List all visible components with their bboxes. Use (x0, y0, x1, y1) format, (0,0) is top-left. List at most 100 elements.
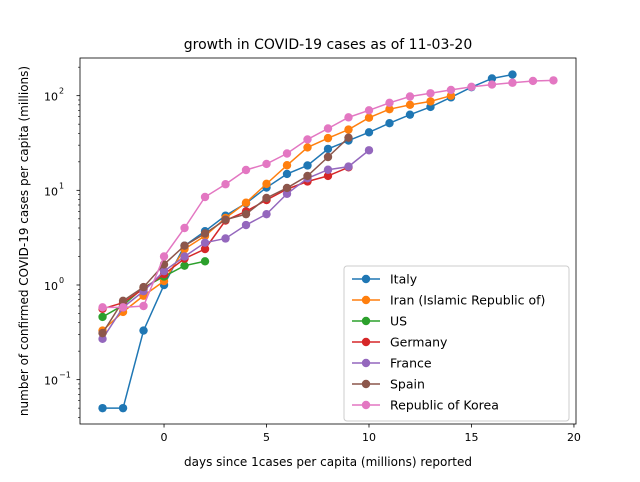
chart-title: growth in COVID-19 cases as of 11-03-20 (184, 37, 472, 53)
data-point (405, 92, 415, 101)
data-point (508, 70, 517, 79)
plot-area: 10 −110 010 110 20 5 10 15 20 (44, 57, 581, 444)
legend-label: Republic of Korea (390, 398, 499, 413)
data-point (200, 238, 210, 247)
data-point (118, 403, 128, 413)
data-point (159, 266, 169, 276)
data-point (303, 171, 312, 181)
data-point (282, 183, 292, 193)
data-point (118, 296, 128, 306)
data-point (262, 159, 271, 169)
data-point (303, 161, 312, 170)
y-tick-exponent: 1 (59, 181, 64, 190)
legend: Italy Iran (Islamic Republic of) US Germany… (343, 265, 570, 422)
data-point (241, 165, 251, 175)
data-point (262, 179, 271, 189)
data-point (180, 261, 189, 270)
legend-entry: France (352, 356, 432, 371)
data-point (221, 215, 230, 224)
x-tick-label: 5 (263, 431, 270, 444)
data-point (344, 133, 353, 142)
data-point (241, 209, 251, 219)
data-point (98, 312, 107, 322)
data-point (159, 252, 169, 261)
data-point (323, 152, 333, 162)
data-point (323, 124, 333, 133)
data-point (200, 244, 210, 254)
y-tick-label: 10 (44, 280, 58, 293)
data-point (364, 128, 374, 137)
data-point (262, 209, 271, 219)
series-layer (98, 70, 558, 413)
data-point (323, 133, 333, 143)
data-point (446, 85, 456, 95)
data-point (508, 78, 517, 87)
data-point (487, 80, 497, 89)
data-point (344, 125, 353, 134)
y-tick-label: 10 (44, 375, 58, 388)
data-point (385, 104, 394, 114)
data-point (180, 223, 189, 233)
data-point (467, 82, 476, 92)
legend-marker (361, 274, 371, 284)
axes-frame (79, 57, 577, 425)
data-point (139, 326, 148, 335)
legend-entry: Italy (352, 272, 418, 287)
legend-entry: Republic of Korea (352, 398, 499, 413)
data-point (364, 113, 374, 122)
data-point (385, 118, 394, 128)
legend-entry: Spain (352, 377, 425, 392)
data-point (344, 162, 353, 171)
data-point (549, 76, 558, 85)
data-point (487, 74, 497, 83)
data-point (323, 171, 333, 181)
y-tick-exponent: −1 (59, 371, 71, 380)
data-point (200, 257, 210, 266)
legend-marker (361, 358, 371, 368)
data-point (241, 220, 251, 230)
y-tick-exponent: 2 (59, 87, 64, 96)
legend-label: France (390, 356, 432, 371)
data-point (180, 252, 189, 261)
data-point (221, 180, 230, 189)
x-tick-label: 15 (464, 431, 478, 444)
legend-marker (361, 400, 371, 410)
data-point (262, 193, 271, 203)
data-point (364, 106, 374, 115)
data-point (303, 143, 312, 152)
data-point (221, 234, 230, 243)
legend-label: Iran (Islamic Republic of) (390, 293, 545, 308)
data-point (528, 76, 538, 86)
data-point (446, 91, 456, 100)
y-axis-label: number of confirmed COVID-19 cases per c… (17, 66, 31, 416)
data-point (139, 282, 148, 292)
data-point (200, 192, 210, 202)
legend-label: Germany (390, 335, 448, 350)
x-axis-label: days since 1cases per capita (millions) … (184, 455, 472, 469)
data-point (282, 161, 292, 170)
data-point (426, 97, 435, 106)
y-tick-exponent: 0 (59, 276, 64, 285)
data-point (98, 403, 107, 413)
y-tick-label: 10 (44, 91, 58, 104)
data-point (282, 149, 292, 158)
data-point (405, 110, 415, 119)
data-point (323, 144, 333, 154)
data-point (385, 98, 394, 108)
data-point (98, 328, 107, 338)
data-point (405, 100, 415, 110)
data-point (344, 113, 353, 122)
legend-label: Italy (390, 272, 418, 287)
legend-entry: Iran (Islamic Republic of) (352, 293, 545, 308)
legend-marker (361, 379, 371, 389)
legend-marker (361, 337, 371, 347)
legend-entry: US (352, 314, 407, 329)
legend-box (343, 265, 570, 422)
data-point (118, 303, 128, 312)
series-spain (98, 133, 353, 338)
data-point (426, 89, 435, 98)
data-point (364, 146, 374, 155)
data-point (98, 303, 107, 312)
x-tick-label: 0 (161, 431, 168, 444)
legend-marker (361, 295, 371, 305)
